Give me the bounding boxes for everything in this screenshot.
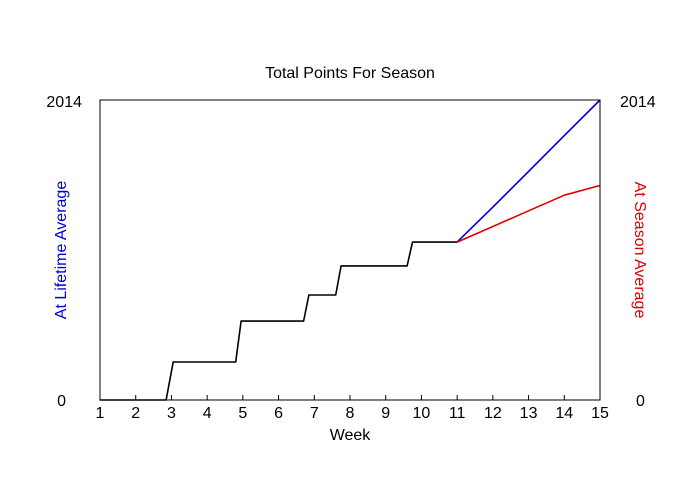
- y-axis-label-left: At Lifetime Average: [53, 181, 70, 320]
- y-tick-left-min: 0: [57, 393, 66, 410]
- x-tick-label: 3: [167, 405, 176, 422]
- y-axis-label-right: At Season Average: [631, 182, 648, 319]
- y-tick-left-max: 2014: [46, 94, 82, 111]
- x-tick-label: 7: [310, 405, 319, 422]
- y-tick-right-min: 0: [636, 393, 645, 410]
- x-axis-label: Week: [330, 427, 372, 444]
- x-tick-label: 15: [591, 405, 609, 422]
- plot-frame: [99, 99, 601, 401]
- x-tick-label: 6: [274, 405, 283, 422]
- series-line-lifetime: [456, 99, 601, 243]
- x-tick-label: 13: [520, 405, 538, 422]
- series-line-season: [456, 184, 601, 243]
- x-tick-label: 5: [238, 405, 247, 422]
- x-tick-label: 4: [203, 405, 212, 422]
- y-tick-right-max: 2014: [620, 94, 656, 111]
- x-tick-label: 1: [96, 405, 105, 422]
- x-tick-label: 2: [131, 405, 140, 422]
- x-tick-label: 14: [555, 405, 573, 422]
- x-axis-ticks: 1 2 3 4 5 6 7 8 9 10 11 12 13 14 15: [96, 395, 609, 422]
- x-tick-label: 12: [484, 405, 502, 422]
- series-layer: [100, 99, 601, 401]
- chart-title: Total Points For Season: [265, 65, 435, 82]
- x-tick-label: 11: [449, 405, 466, 422]
- x-tick-label: 9: [381, 405, 390, 422]
- x-tick-label: 10: [413, 405, 431, 422]
- x-tick-label: 8: [346, 405, 355, 422]
- series-line-actual: [100, 241, 458, 401]
